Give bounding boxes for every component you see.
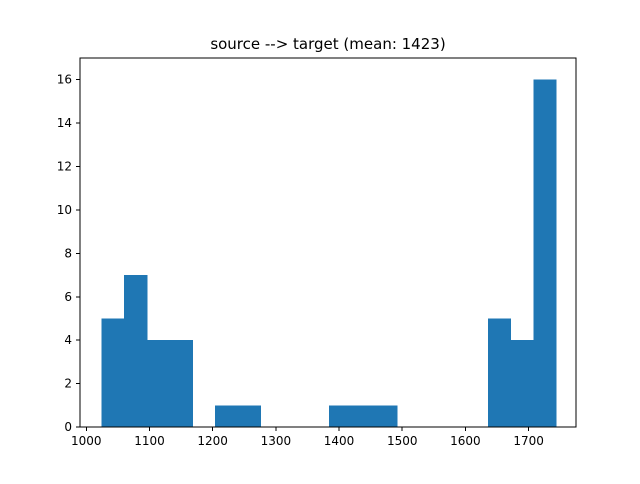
y-tick-label: 14 [57, 116, 72, 130]
x-tick-label: 1200 [197, 434, 228, 448]
histogram-bar-18 [510, 340, 534, 427]
histogram-bar-10 [328, 405, 352, 427]
x-tick-label: 1100 [134, 434, 165, 448]
y-tick-label: 16 [57, 73, 72, 87]
x-tick-label: 1000 [71, 434, 102, 448]
x-tick-label: 1300 [261, 434, 292, 448]
y-tick-label: 10 [57, 203, 72, 217]
y-tick-label: 12 [57, 160, 72, 174]
histogram-bar-5 [215, 405, 239, 427]
axes-layer: 1000 1100 1200 1300 1400 1500 1600 1700 0 2 4 6 8 10 1… [57, 57, 577, 448]
y-tick-label: 4 [64, 333, 72, 347]
histogram-bar-12 [374, 405, 398, 427]
x-tick-label: 1700 [513, 434, 544, 448]
chart-title: source --> target (mean: 1423) [210, 35, 445, 53]
histogram-bar-0 [101, 318, 125, 427]
histogram-bar-17 [488, 318, 512, 427]
histogram-bar-3 [169, 340, 193, 427]
y-tick-label: 2 [64, 377, 72, 391]
histogram-bar-2 [146, 340, 171, 427]
bars-layer [101, 79, 557, 428]
histogram-bar-11 [351, 405, 375, 427]
histogram-bar-6 [237, 405, 262, 427]
x-tick-label: 1600 [450, 434, 481, 448]
x-tick-label: 1400 [324, 434, 355, 448]
x-tick-label: 1500 [387, 434, 418, 448]
y-tick-label: 6 [64, 290, 72, 304]
y-tick-label: 8 [64, 246, 72, 260]
histogram-bar-19 [533, 79, 557, 428]
axes-frame [79, 57, 577, 428]
histogram-bar-1 [124, 275, 148, 427]
y-tick-label: 0 [64, 420, 72, 434]
